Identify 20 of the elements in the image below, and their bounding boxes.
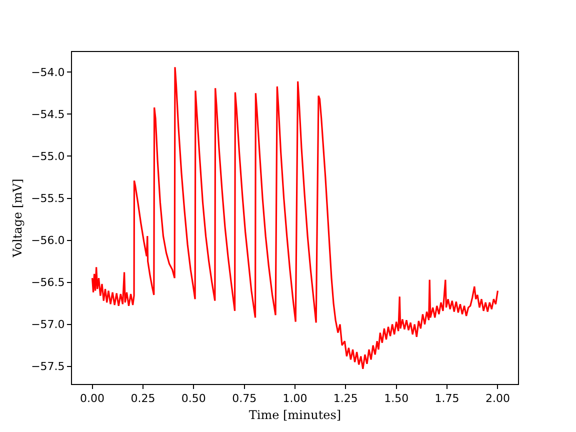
x-tick-label: 0.50 xyxy=(181,392,206,406)
y-tick-label: −55.5 xyxy=(31,192,65,206)
x-tick-label: 0.00 xyxy=(80,392,105,406)
x-tick-label: 0.75 xyxy=(232,392,257,406)
y-tick-label: −57.5 xyxy=(31,360,65,374)
line-series xyxy=(91,66,499,370)
x-tick-label: 1.50 xyxy=(384,392,409,406)
y-tick-label: −54.0 xyxy=(31,66,65,80)
x-tick-label: 1.25 xyxy=(333,392,358,406)
x-tick-label: 1.75 xyxy=(434,392,460,406)
y-tick-label: −56.0 xyxy=(31,234,65,248)
y-tick-label: −56.5 xyxy=(31,276,65,290)
x-tick-label: 2.00 xyxy=(485,392,510,406)
y-tick-label: −57.0 xyxy=(31,318,65,332)
y-axis-title: Voltage [mV] xyxy=(10,178,24,258)
y-tick-label: −55.0 xyxy=(31,150,65,164)
x-tick-label: 1.00 xyxy=(282,392,308,406)
y-tick-label: −54.5 xyxy=(31,108,65,122)
x-tick-label: 0.25 xyxy=(130,392,156,406)
x-axis-title: Time [minutes] xyxy=(248,408,342,422)
